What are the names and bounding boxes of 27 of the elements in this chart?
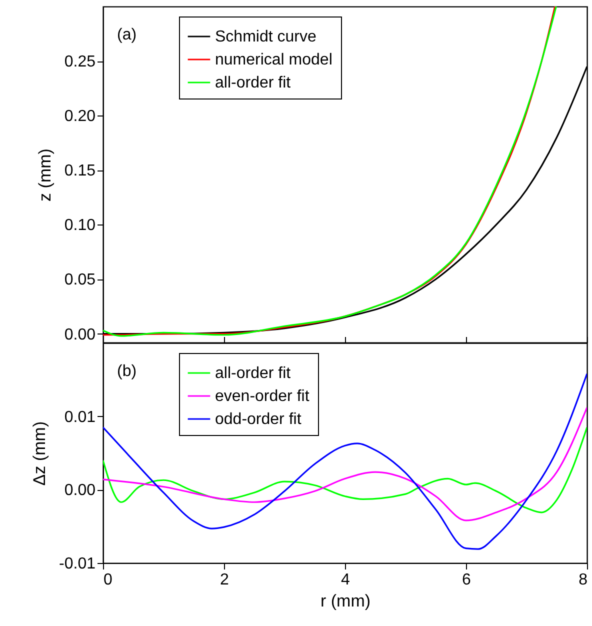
annotation: (a) — [117, 26, 137, 44]
y-tick-label: -0.01 — [59, 555, 96, 572]
x-tick-label: 6 — [462, 571, 472, 588]
x-axis-title: r (mm) — [320, 591, 371, 610]
legend-label: numerical model — [215, 52, 332, 68]
x-tick-label: 4 — [341, 571, 350, 588]
annotation: (b) — [117, 362, 137, 380]
y-tick-label: 0.01 — [64, 408, 96, 426]
y-tick-label: 0.00 — [64, 326, 96, 344]
x-tick-label: 0 — [104, 571, 112, 588]
legend-label: even-order fit — [215, 388, 310, 404]
x-tick-label: 2 — [220, 571, 230, 588]
y-tick-label: 0.10 — [64, 217, 96, 234]
line-series — [103, 426, 587, 513]
y-axis-title: Δz (mm) — [30, 420, 50, 486]
y-tick-label: 0.25 — [64, 54, 96, 71]
line-series — [103, 406, 587, 521]
legend-label: all-order fit — [215, 364, 292, 382]
y-tick-label: 0.00 — [64, 482, 96, 499]
legend-label: all-order fit — [215, 74, 292, 92]
y-tick-label: 0.20 — [64, 108, 96, 126]
y-axis-title: z (mm) — [35, 148, 54, 202]
x-tick-label: 8 — [578, 571, 588, 588]
y-tick-label: 0.05 — [64, 272, 96, 289]
legend-label: odd-order fit — [215, 410, 302, 428]
y-tick-label: 0.15 — [64, 162, 96, 180]
legend-label: Schmidt curve — [215, 28, 316, 46]
